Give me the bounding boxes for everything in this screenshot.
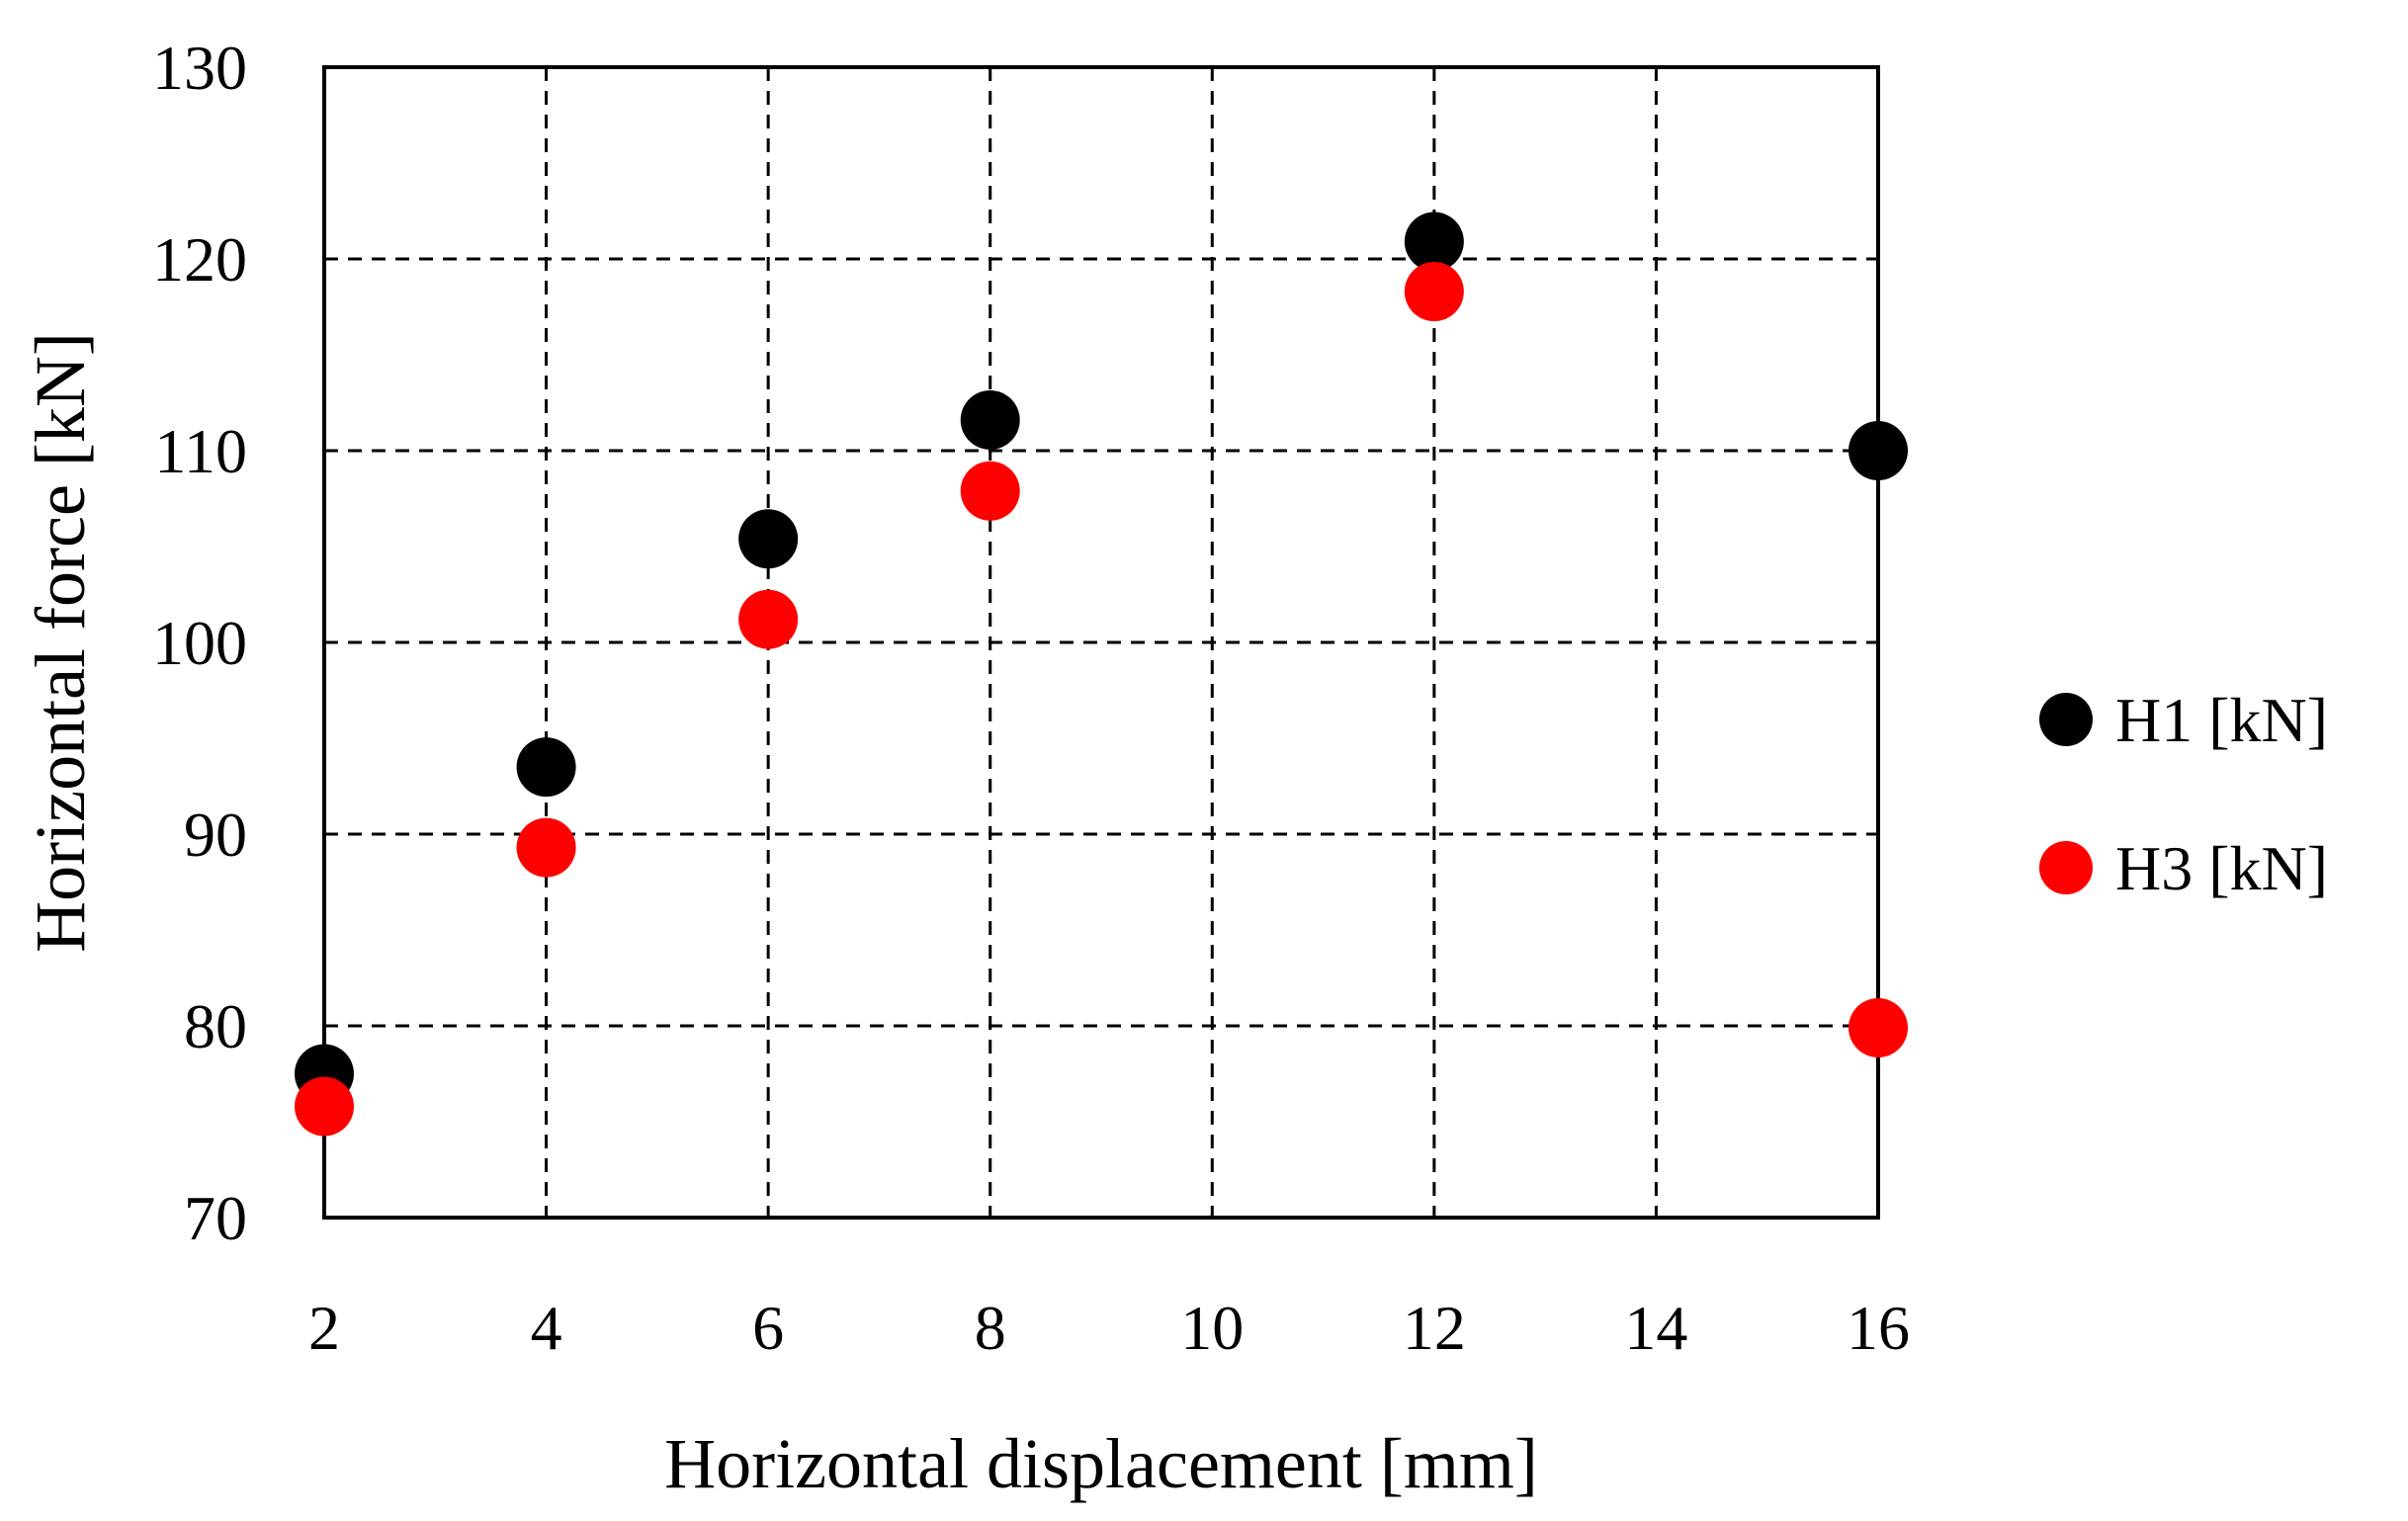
legend-label-series-2: H3 [kN] — [2115, 833, 2328, 903]
y-axis-title: Horizontal force [kN] — [21, 332, 100, 953]
legend-marker-series-1 — [2039, 693, 2093, 746]
x-tick-label: 12 — [1403, 1293, 1466, 1363]
x-tick-label: 6 — [752, 1293, 784, 1363]
data-points — [295, 211, 1908, 1137]
data-point-series-1 — [1404, 211, 1464, 272]
x-tick-label: 14 — [1624, 1293, 1687, 1363]
data-point-series-2 — [1404, 261, 1464, 321]
grid-lines — [324, 67, 1878, 1218]
x-tick-label: 4 — [531, 1293, 562, 1363]
y-axis-tick-labels: 70 80 90 100 110 120 130 — [152, 33, 247, 1253]
x-tick-label: 2 — [308, 1293, 340, 1363]
x-tick-label: 10 — [1180, 1293, 1244, 1363]
x-axis-tick-labels: 2 4 6 8 10 12 14 16 — [308, 1293, 1910, 1363]
data-point-series-2 — [960, 461, 1020, 521]
legend-marker-series-2 — [2039, 841, 2093, 894]
x-axis-title: Horizontal displacement [mm] — [664, 1424, 1538, 1503]
data-point-series-2 — [516, 817, 576, 878]
y-tick-label: 120 — [152, 224, 247, 295]
legend: H1 [kN] H3 [kN] — [2039, 685, 2328, 903]
plot-area-frame — [322, 65, 1880, 1220]
data-point-series-2 — [738, 589, 799, 649]
y-tick-label: 130 — [152, 33, 247, 103]
data-point-series-1 — [516, 737, 576, 798]
y-tick-label: 100 — [152, 608, 247, 678]
y-tick-label: 80 — [184, 991, 247, 1061]
y-tick-label: 70 — [184, 1183, 247, 1253]
x-tick-label: 8 — [975, 1293, 1006, 1363]
x-tick-label: 16 — [1847, 1293, 1910, 1363]
data-point-series-1 — [960, 389, 1020, 450]
data-point-series-1 — [1849, 421, 1908, 480]
data-point-series-2 — [295, 1076, 354, 1137]
data-point-series-2 — [1849, 997, 1908, 1057]
data-point-series-1 — [738, 509, 799, 569]
legend-label-series-1: H1 [kN] — [2115, 685, 2328, 755]
y-tick-label: 90 — [184, 800, 247, 870]
y-tick-label: 110 — [154, 416, 247, 486]
